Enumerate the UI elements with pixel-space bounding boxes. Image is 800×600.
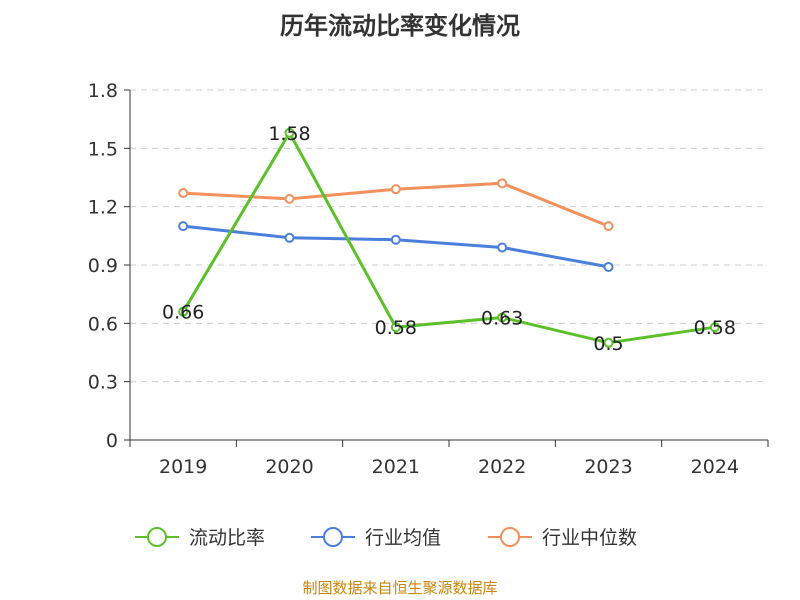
y-tick-label: 1.2: [88, 197, 118, 219]
legend-item[interactable]: 流动比率: [135, 527, 265, 549]
data-point[interactable]: [390, 184, 401, 195]
data-point[interactable]: [603, 221, 614, 232]
y-tick-label: 0.6: [88, 313, 118, 335]
data-labels: 0.66 1.58 0.58 0.63 0.5 0.58: [162, 123, 736, 355]
y-tick-label: 1.5: [88, 138, 118, 160]
data-point[interactable]: [284, 193, 295, 204]
legend-label: 行业均值: [365, 527, 441, 549]
data-point[interactable]: [390, 322, 401, 333]
y-tick-label: 0.3: [88, 372, 118, 394]
x-tick-label: 2024: [691, 456, 739, 478]
data-point[interactable]: [709, 322, 720, 333]
legend-marker-icon: [147, 527, 167, 547]
data-label: 0.5: [593, 333, 623, 355]
x-tick-label: 2022: [478, 456, 526, 478]
x-tick-label: 2019: [159, 456, 207, 478]
x-tick-label: 2021: [372, 456, 420, 478]
legend-marker-icon: [500, 527, 520, 547]
data-point[interactable]: [497, 312, 508, 323]
data-point[interactable]: [497, 242, 508, 253]
legend-label: 行业中位数: [542, 527, 637, 549]
data-point[interactable]: [603, 337, 614, 348]
y-tick-label: 0: [106, 430, 118, 452]
axes: 0 0.3 0.6 0.9 1.2 1.5 1.8 2019 2020 2021 2022 2023 2…: [88, 80, 769, 478]
series-line: [183, 224, 609, 269]
x-tick-label: 2020: [265, 456, 313, 478]
data-point[interactable]: [284, 232, 295, 243]
y-tick-label: 1.8: [88, 80, 118, 102]
data-point[interactable]: [603, 261, 614, 272]
data-point[interactable]: [178, 188, 189, 199]
legend-label: 流动比率: [189, 527, 265, 549]
legend-item[interactable]: 行业中位数: [488, 527, 637, 549]
grid: [130, 89, 768, 383]
data-label: 0.58: [694, 317, 736, 339]
source-note: 制图数据来自恒生聚源数据库: [302, 579, 497, 597]
data-point[interactable]: [178, 221, 189, 232]
legend[interactable]: 流动比率 行业均值 行业中位数: [135, 527, 637, 549]
data-label: 0.66: [162, 302, 204, 324]
data-label: 0.63: [481, 308, 523, 330]
series-0: [178, 127, 720, 348]
x-tick-label: 2023: [584, 456, 632, 478]
legend-marker-icon: [323, 527, 343, 547]
series-1: [178, 221, 614, 272]
chart-title: 历年流动比率变化情况: [280, 12, 520, 40]
series-2: [178, 178, 614, 232]
series-line: [181, 131, 716, 345]
data-point[interactable]: [284, 127, 295, 138]
series: [178, 127, 720, 348]
data-point[interactable]: [497, 178, 508, 189]
data-point[interactable]: [178, 306, 189, 317]
legend-item[interactable]: 行业均值: [311, 527, 441, 549]
data-label: 1.58: [268, 123, 310, 145]
data-point[interactable]: [390, 234, 401, 245]
y-tick-label: 0.9: [88, 255, 118, 277]
data-label: 0.58: [375, 317, 417, 339]
